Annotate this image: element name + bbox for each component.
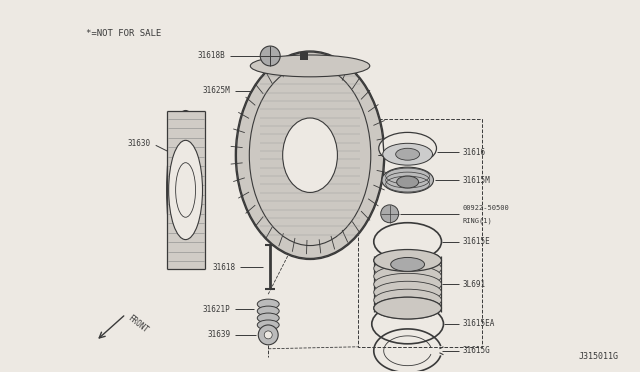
Bar xyxy=(300,52,308,60)
Text: 31618: 31618 xyxy=(212,263,236,272)
Ellipse shape xyxy=(374,265,442,287)
Ellipse shape xyxy=(374,297,442,319)
Text: J315011G: J315011G xyxy=(579,352,619,361)
Ellipse shape xyxy=(175,163,196,217)
Ellipse shape xyxy=(374,223,442,260)
Text: FRONT: FRONT xyxy=(126,314,150,335)
Ellipse shape xyxy=(374,297,442,319)
Circle shape xyxy=(264,331,272,339)
Circle shape xyxy=(259,325,278,345)
Ellipse shape xyxy=(169,140,202,240)
Text: 31621P: 31621P xyxy=(203,305,230,314)
Ellipse shape xyxy=(257,306,279,316)
Text: 31618B: 31618B xyxy=(198,51,225,61)
Ellipse shape xyxy=(396,148,420,160)
Bar xyxy=(166,110,205,269)
Circle shape xyxy=(260,46,280,66)
Ellipse shape xyxy=(374,250,442,271)
Text: 31615EA: 31615EA xyxy=(462,320,495,328)
Text: 31625M: 31625M xyxy=(203,86,230,95)
Ellipse shape xyxy=(257,320,279,330)
Ellipse shape xyxy=(381,167,433,193)
Bar xyxy=(358,119,483,347)
Ellipse shape xyxy=(372,304,444,344)
Text: 3L691: 3L691 xyxy=(462,280,486,289)
Text: 00922-50500: 00922-50500 xyxy=(462,205,509,211)
Ellipse shape xyxy=(250,55,370,77)
Ellipse shape xyxy=(374,250,442,271)
Ellipse shape xyxy=(390,257,424,271)
Text: 31630: 31630 xyxy=(127,139,151,148)
Ellipse shape xyxy=(257,299,279,309)
Ellipse shape xyxy=(166,110,205,269)
Ellipse shape xyxy=(236,51,385,259)
Text: 31639: 31639 xyxy=(207,330,230,339)
Ellipse shape xyxy=(397,176,419,188)
Text: 31616: 31616 xyxy=(462,148,486,157)
Ellipse shape xyxy=(379,132,436,164)
Ellipse shape xyxy=(374,289,442,311)
Ellipse shape xyxy=(283,118,337,192)
Ellipse shape xyxy=(374,273,442,295)
Ellipse shape xyxy=(374,281,442,303)
Text: *=NOT FOR SALE: *=NOT FOR SALE xyxy=(86,29,161,38)
Text: 31615M: 31615M xyxy=(462,176,490,185)
Ellipse shape xyxy=(374,257,442,279)
Text: 31615G: 31615G xyxy=(462,346,490,355)
Text: RING(1): RING(1) xyxy=(462,218,492,224)
Ellipse shape xyxy=(383,143,433,165)
Ellipse shape xyxy=(257,313,279,323)
Text: 31615E: 31615E xyxy=(462,237,490,246)
Circle shape xyxy=(381,205,399,223)
Ellipse shape xyxy=(250,65,371,246)
